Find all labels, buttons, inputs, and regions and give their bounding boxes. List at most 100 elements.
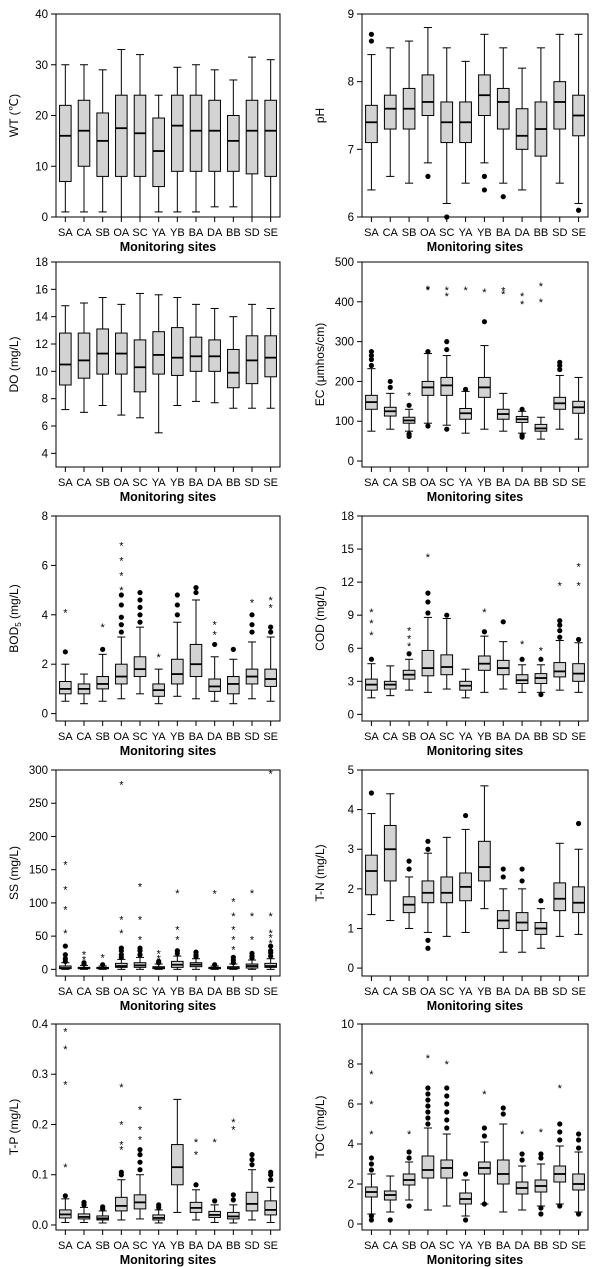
x-tick-label: SD <box>552 1240 567 1252</box>
extreme-point: * <box>63 1079 68 1091</box>
box-iqr <box>152 117 165 188</box>
outlier-point <box>500 1105 506 1111</box>
chart-panel-1: 0 10 20 30 40 WT (℃) SA CA SB OA SC YA YB BA DA BB SD SE M… <box>7 9 281 254</box>
box-iqr <box>189 336 203 372</box>
box-yb: YB <box>170 297 185 489</box>
box-sb: SB <box>95 297 110 489</box>
box-ba: BA <box>496 866 511 998</box>
y-tick-label: 300 <box>335 337 354 349</box>
y-tick-label: 0 <box>348 963 354 975</box>
x-tick-label: BB <box>226 986 241 998</box>
y-tick-label: 15 <box>341 544 354 556</box>
outlier-point <box>193 585 199 591</box>
x-tick-label: SB <box>402 1240 417 1252</box>
x-tick-label: SE <box>263 731 278 743</box>
y-tick-label: 0 <box>42 709 48 721</box>
box-da: DA ** <box>207 620 223 743</box>
x-tick-label: OA <box>420 731 437 743</box>
box-ya: YA <box>152 294 166 489</box>
outlier-point <box>118 952 124 958</box>
extreme-point: * <box>119 1145 124 1157</box>
extreme-point: * <box>539 297 544 309</box>
extreme-point: * <box>539 1127 544 1139</box>
outlier-point <box>249 622 255 628</box>
box-iqr <box>227 348 240 389</box>
box-ba: BA <box>496 47 511 239</box>
x-tick-label: BA <box>189 227 204 239</box>
box-yb: YB <box>477 785 492 998</box>
outlier-point <box>425 846 431 852</box>
outlier-point <box>444 426 450 432</box>
box-iqr <box>440 376 454 396</box>
outlier-point <box>575 636 582 643</box>
extreme-point: * <box>426 284 431 296</box>
box-se: SE <box>571 376 586 489</box>
extreme-point: * <box>369 1069 374 1081</box>
x-tick-label: SD <box>244 227 259 239</box>
extreme-point: * <box>482 607 487 619</box>
y-tick-label: 12 <box>35 339 48 351</box>
x-tick-label: BA <box>189 477 204 489</box>
outlier-point <box>425 610 431 616</box>
plot-frame <box>361 261 589 468</box>
box-da: DA * <box>514 639 530 743</box>
box-iqr <box>264 99 277 177</box>
x-tick-label: DA <box>207 986 223 998</box>
box-se: SE <box>571 33 586 239</box>
outlier-point <box>368 362 375 369</box>
box-sd: SD <box>244 1152 260 1252</box>
x-tick-label: SD <box>244 1240 259 1252</box>
y-tick-label: 3 <box>348 676 354 688</box>
extreme-point: * <box>520 1129 525 1141</box>
outlier-point <box>481 629 488 635</box>
box-se: SE <box>571 820 586 998</box>
outlier-point <box>462 1171 469 1177</box>
outlier-point <box>193 1182 199 1188</box>
outlier-point <box>268 629 274 635</box>
outlier-point <box>444 1085 450 1091</box>
extreme-point: * <box>138 1125 143 1137</box>
box-iqr <box>383 824 397 882</box>
y-tick-label: 200 <box>29 831 48 843</box>
x-tick-label: OA <box>420 986 437 998</box>
y-tick-label: 40 <box>35 9 48 21</box>
box-sc: SC <box>132 292 148 489</box>
y-axis-label: SS (mg/L) <box>7 846 21 900</box>
box-iqr <box>496 87 510 130</box>
box-bb: BB <box>534 898 548 998</box>
x-tick-label: YB <box>477 477 492 489</box>
x-tick-label: SA <box>364 227 379 239</box>
outlier-point <box>118 629 124 635</box>
outlier-point <box>249 612 255 618</box>
box-iqr <box>96 112 109 177</box>
y-tick-label: 0 <box>348 709 354 721</box>
x-tick-label: SD <box>552 227 567 239</box>
x-axis-label: Monitoring sites <box>120 744 217 758</box>
box-bb: BB <box>226 646 241 743</box>
box-iqr <box>171 1144 184 1186</box>
box-da: DA * <box>207 889 223 998</box>
outlier-point <box>62 952 68 958</box>
box-sa: SA <box>364 790 379 998</box>
outlier-point <box>118 614 124 620</box>
outlier-point <box>368 1155 375 1161</box>
box-iqr <box>227 115 240 172</box>
box-ca: CA <box>383 665 399 743</box>
x-tick-label: BA <box>496 731 511 743</box>
outlier-point <box>156 1202 162 1208</box>
extreme-point: * <box>269 768 274 780</box>
box-ya: YA <box>459 812 473 998</box>
outlier-point <box>557 359 563 365</box>
extreme-point: * <box>157 948 162 960</box>
box-iqr <box>245 99 259 175</box>
box-sc: SC <box>132 589 148 743</box>
outlier-point <box>538 898 544 904</box>
extreme-point: * <box>520 291 525 303</box>
outlier-point <box>481 1125 488 1131</box>
outlier-point <box>575 1211 582 1217</box>
box-sd: SD <box>244 56 260 239</box>
x-axis-label: Monitoring sites <box>120 240 217 254</box>
box-sc: SC <box>439 612 454 743</box>
outlier-point <box>519 1157 525 1163</box>
extreme-point: * <box>213 630 218 642</box>
